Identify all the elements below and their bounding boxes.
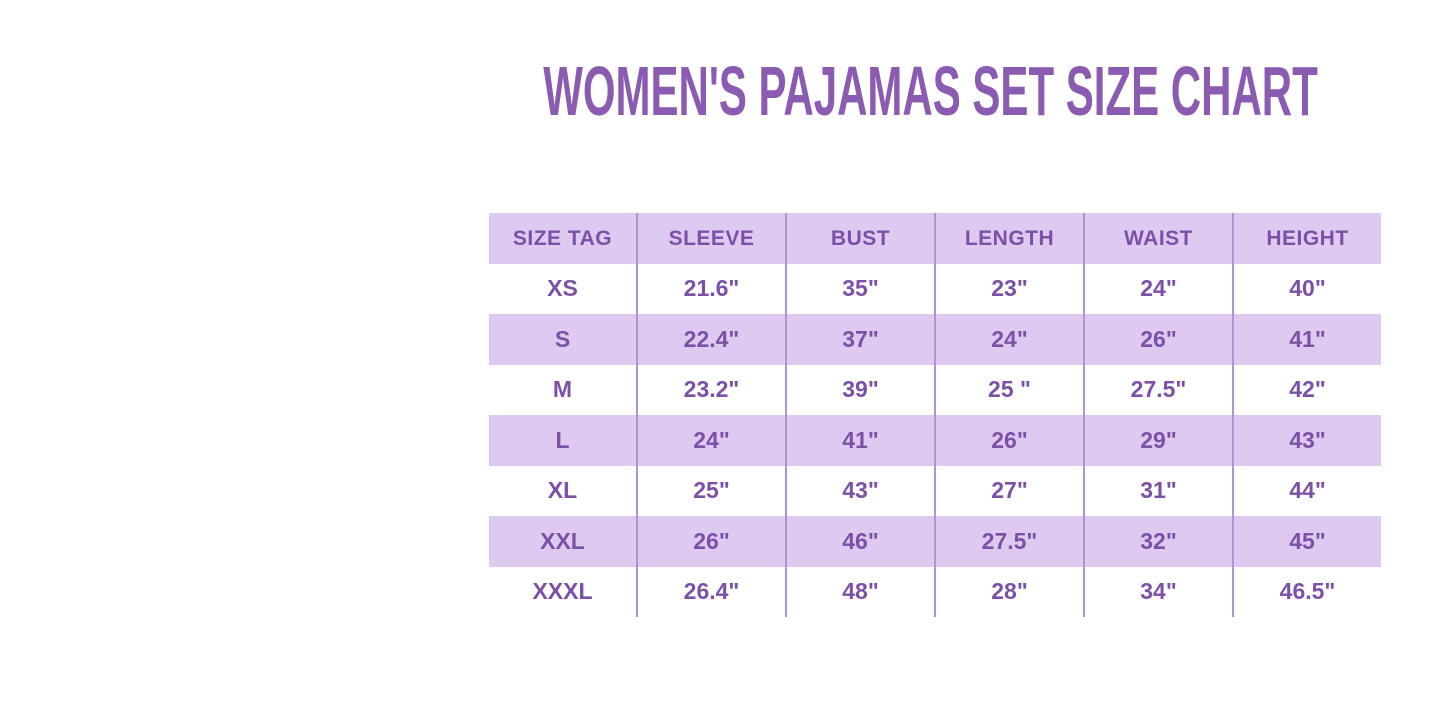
sleeve-cell: 26" xyxy=(636,516,786,567)
size-chart-table: SIZE TAG SLEEVE BUST LENGTH WAIST HEIGHT… xyxy=(489,213,1381,617)
sleeve-cell: 22.4" xyxy=(636,314,786,365)
length-cell: 28" xyxy=(934,566,1084,617)
header-cell-sleeve: SLEEVE xyxy=(636,213,786,264)
length-cell: 26" xyxy=(934,415,1084,466)
size-tag-cell: XS xyxy=(547,275,578,302)
header-cell-height: HEIGHT xyxy=(1232,213,1381,264)
page-title-text: WOMEN'S PAJAMAS SET SIZE CHART xyxy=(542,52,1318,130)
bust-cell: 37" xyxy=(785,314,935,365)
header-cell-bust: BUST xyxy=(785,213,935,264)
length-cell: 25 " xyxy=(934,364,1084,415)
bust-cell: 35" xyxy=(785,263,935,314)
table-row-xs: XS 21.6" 35" 23" 24" 40" xyxy=(489,263,1381,314)
bust-cell: 48" xyxy=(785,566,935,617)
bust-cell: 41" xyxy=(785,415,935,466)
header-cell-waist: WAIST xyxy=(1083,213,1233,264)
waist-cell: 27.5" xyxy=(1083,364,1233,415)
size-tag-cell: XXL xyxy=(540,527,585,554)
height-cell: 46.5" xyxy=(1232,566,1381,617)
waist-cell: 31" xyxy=(1083,465,1233,516)
table-row-m: M 23.2" 39" 25 " 27.5" 42" xyxy=(489,364,1381,415)
length-cell: 24" xyxy=(934,314,1084,365)
height-cell: 41" xyxy=(1232,314,1381,365)
table-row-xl: XL 25" 43" 27" 31" 44" xyxy=(489,465,1381,516)
table-row-s: S 22.4" 37" 24" 26" 41" xyxy=(489,314,1381,365)
sleeve-cell: 25" xyxy=(636,465,786,516)
bust-cell: 39" xyxy=(785,364,935,415)
waist-cell: 29" xyxy=(1083,415,1233,466)
waist-cell: 32" xyxy=(1083,516,1233,567)
header-cell-size-tag: SIZE TAG xyxy=(512,226,613,250)
table-row-xxl: XXL 26" 46" 27.5" 32" 45" xyxy=(489,516,1381,567)
header-cell-length: LENGTH xyxy=(934,213,1084,264)
page-title: WOMEN'S PAJAMAS SET SIZE CHART xyxy=(489,52,1371,130)
sleeve-cell: 24" xyxy=(636,415,786,466)
length-cell: 27" xyxy=(934,465,1084,516)
height-cell: 44" xyxy=(1232,465,1381,516)
bust-cell: 46" xyxy=(785,516,935,567)
size-tag-cell: XL xyxy=(547,477,578,504)
height-cell: 43" xyxy=(1232,415,1381,466)
bust-cell: 43" xyxy=(785,465,935,516)
table-row-l: L 24" 41" 26" 29" 43" xyxy=(489,415,1381,466)
size-tag-cell: L xyxy=(555,426,570,453)
height-cell: 45" xyxy=(1232,516,1381,567)
sleeve-cell: 26.4" xyxy=(636,566,786,617)
sleeve-cell: 23.2" xyxy=(636,364,786,415)
table-row-xxxl: XXXL 26.4" 48" 28" 34" 46.5" xyxy=(489,566,1381,617)
size-tag-cell: XXXL xyxy=(532,578,593,605)
height-cell: 42" xyxy=(1232,364,1381,415)
waist-cell: 34" xyxy=(1083,566,1233,617)
sleeve-cell: 21.6" xyxy=(636,263,786,314)
waist-cell: 24" xyxy=(1083,263,1233,314)
size-tag-cell: S xyxy=(554,325,571,352)
size-tag-cell: M xyxy=(552,376,573,403)
length-cell: 27.5" xyxy=(934,516,1084,567)
height-cell: 40" xyxy=(1232,263,1381,314)
waist-cell: 26" xyxy=(1083,314,1233,365)
header-row: SIZE TAG SLEEVE BUST LENGTH WAIST HEIGHT xyxy=(489,213,1381,264)
length-cell: 23" xyxy=(934,263,1084,314)
